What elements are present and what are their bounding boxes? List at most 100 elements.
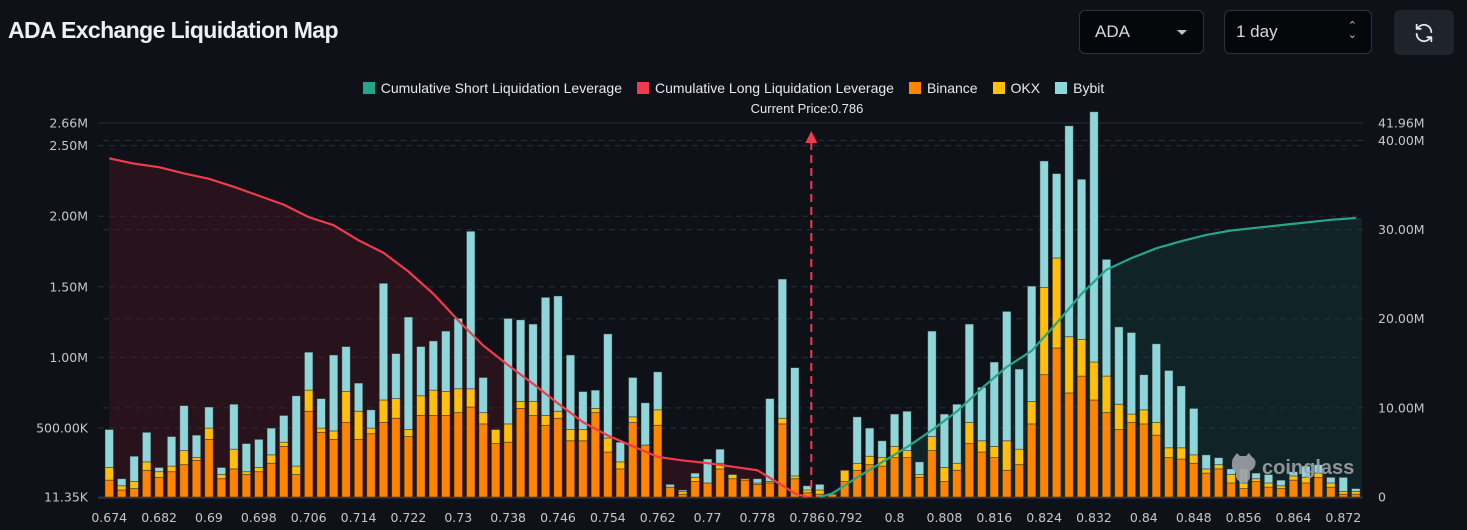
x-tick-label: 0.832 [1076, 510, 1112, 525]
bar-binance [1301, 482, 1311, 498]
bar-okx [802, 489, 812, 494]
bar-binance [241, 474, 251, 498]
bar-okx [590, 408, 601, 414]
bar-binance [1064, 392, 1074, 498]
bar-binance [964, 443, 974, 498]
bar-binance [117, 489, 127, 498]
bar-okx [1338, 490, 1348, 495]
bar-okx [1089, 361, 1099, 401]
bar-binance [1139, 423, 1149, 498]
bar-bybit [1101, 258, 1112, 377]
bar-binance [1002, 469, 1012, 498]
bar-okx [316, 427, 326, 433]
bar-okx [840, 469, 850, 482]
bar-binance [578, 440, 588, 498]
bar-okx [653, 409, 663, 426]
legend-item[interactable]: Bybit [1055, 80, 1104, 96]
bar-bybit [715, 448, 725, 464]
bar-binance [104, 479, 114, 498]
bar-bybit [291, 395, 301, 467]
bar-bybit [191, 434, 202, 459]
legend-item[interactable]: Binance [908, 80, 978, 96]
page-title: ADA Exchange Liquidation Map [8, 17, 339, 43]
x-tick-label: 0.84 [1130, 510, 1158, 525]
watermark-text: coinglass [1262, 456, 1355, 479]
bar-binance [665, 486, 675, 498]
coin-select-value: ADA [1095, 22, 1130, 41]
bar-binance [628, 422, 638, 498]
bar-bybit [266, 427, 276, 456]
bar-okx [216, 474, 227, 480]
bar-binance [540, 424, 551, 498]
bar-bybit [1151, 343, 1161, 423]
x-tick-label: 0.706 [291, 510, 327, 525]
bar-binance [341, 422, 351, 498]
x-tick-label: 0.722 [391, 510, 427, 525]
current-price-arrow-icon [805, 131, 818, 143]
legend-item[interactable]: Cumulative Long Liquidation Leverage [637, 80, 894, 96]
x-tick-label: 0.674 [91, 510, 127, 525]
bar-okx [1139, 409, 1149, 425]
bar-okx [565, 429, 576, 442]
x-tick-label: 0.856 [1226, 510, 1262, 525]
bar-binance [889, 457, 900, 498]
bar-okx [615, 461, 625, 470]
bar-bybit [939, 413, 950, 468]
y-right-tick-label: 30.00M [1378, 222, 1425, 237]
bar-okx [503, 423, 513, 443]
bar-binance [590, 412, 601, 498]
legend-item[interactable]: Cumulative Short Liquidation Leverage [362, 80, 622, 96]
bar-okx [578, 429, 588, 442]
bar-bybit [852, 416, 862, 464]
bar-binance [765, 482, 775, 498]
bar-binance [1276, 488, 1286, 498]
bar-binance [353, 438, 364, 498]
bar-bybit [279, 415, 289, 443]
bar-okx [515, 400, 526, 409]
coin-select[interactable]: ADA [1079, 10, 1204, 54]
bar-bybit [503, 318, 513, 425]
bar-bybit [316, 398, 326, 429]
y-left-tick-label: 2.50M [49, 138, 88, 153]
bar-okx [1114, 403, 1124, 430]
bar-okx [1201, 468, 1211, 474]
x-tick-label: 0.816 [976, 510, 1012, 525]
bar-binance [279, 445, 289, 498]
bar-okx [491, 429, 501, 444]
bar-bybit [553, 295, 563, 412]
bar-binance [191, 460, 202, 498]
bar-binance [1176, 458, 1186, 498]
bar-bybit [802, 485, 812, 491]
x-tick-label: 0.762 [640, 510, 676, 525]
bar-binance [989, 457, 999, 498]
bar-bybit [117, 478, 127, 487]
bar-binance [528, 415, 538, 498]
bar-okx [279, 441, 289, 447]
bar-okx [353, 410, 364, 440]
legend-label: OKX [1010, 80, 1041, 96]
long-cumulative-line [109, 157, 808, 499]
bar-okx [241, 471, 251, 475]
bar-bybit [989, 361, 999, 447]
bar-bybit [640, 402, 650, 446]
bar-okx [478, 412, 488, 425]
bar-okx [328, 430, 339, 440]
period-select[interactable]: 1 day ⌃ ⌄ [1224, 10, 1372, 54]
bar-okx [1051, 257, 1062, 349]
bar-binance [304, 410, 314, 498]
bar-bybit [702, 458, 713, 484]
bar-okx [914, 474, 925, 478]
refresh-button[interactable] [1394, 10, 1454, 55]
bar-binance [1076, 375, 1087, 498]
bar-bybit [603, 333, 613, 439]
x-tick-label: 0.714 [341, 510, 377, 525]
bar-okx [852, 462, 862, 471]
bar-binance [1089, 399, 1099, 498]
bar-okx [628, 416, 638, 423]
legend-item[interactable]: OKX [992, 80, 1041, 96]
bar-bybit [1276, 479, 1286, 487]
bar-bybit [366, 409, 376, 429]
bar-binance [453, 412, 463, 498]
x-tick-label: 0.754 [590, 510, 626, 525]
